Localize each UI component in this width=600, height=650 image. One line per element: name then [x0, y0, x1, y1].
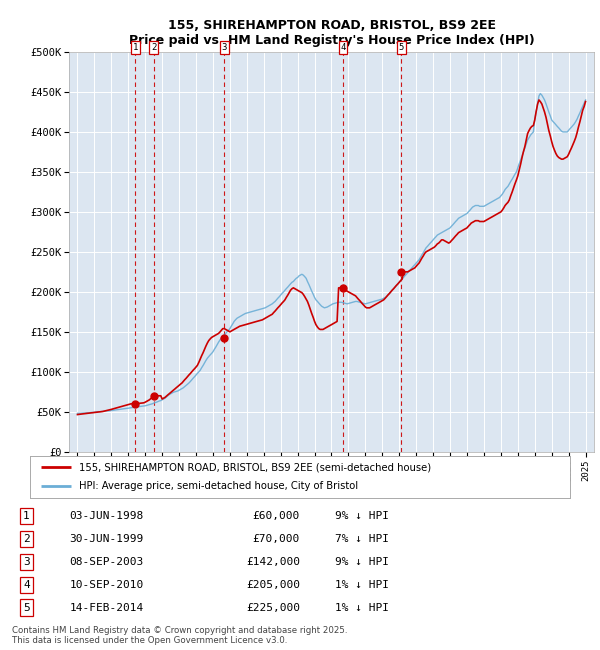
Text: £70,000: £70,000	[253, 534, 300, 544]
Text: 3: 3	[23, 557, 30, 567]
Title: 155, SHIREHAMPTON ROAD, BRISTOL, BS9 2EE
Price paid vs. HM Land Registry's House: 155, SHIREHAMPTON ROAD, BRISTOL, BS9 2EE…	[128, 19, 535, 47]
Text: 03-JUN-1998: 03-JUN-1998	[70, 511, 144, 521]
Text: £225,000: £225,000	[246, 603, 300, 612]
Text: 1: 1	[23, 511, 30, 521]
Text: 9% ↓ HPI: 9% ↓ HPI	[335, 511, 389, 521]
Text: 2: 2	[23, 534, 30, 544]
Text: £142,000: £142,000	[246, 557, 300, 567]
Text: 1% ↓ HPI: 1% ↓ HPI	[335, 580, 389, 590]
Text: 3: 3	[222, 43, 227, 52]
Text: 30-JUN-1999: 30-JUN-1999	[70, 534, 144, 544]
Text: 5: 5	[398, 43, 404, 52]
Text: 1% ↓ HPI: 1% ↓ HPI	[335, 603, 389, 612]
Text: 7% ↓ HPI: 7% ↓ HPI	[335, 534, 389, 544]
Text: 4: 4	[340, 43, 346, 52]
Text: 10-SEP-2010: 10-SEP-2010	[70, 580, 144, 590]
Text: 08-SEP-2003: 08-SEP-2003	[70, 557, 144, 567]
Text: £205,000: £205,000	[246, 580, 300, 590]
Text: 1: 1	[133, 43, 138, 52]
Text: 5: 5	[23, 603, 30, 612]
Text: 2: 2	[151, 43, 157, 52]
Text: 155, SHIREHAMPTON ROAD, BRISTOL, BS9 2EE (semi-detached house): 155, SHIREHAMPTON ROAD, BRISTOL, BS9 2EE…	[79, 462, 431, 472]
Text: 14-FEB-2014: 14-FEB-2014	[70, 603, 144, 612]
Text: Contains HM Land Registry data © Crown copyright and database right 2025.
This d: Contains HM Land Registry data © Crown c…	[12, 626, 347, 645]
Text: 4: 4	[23, 580, 30, 590]
Text: £60,000: £60,000	[253, 511, 300, 521]
Text: HPI: Average price, semi-detached house, City of Bristol: HPI: Average price, semi-detached house,…	[79, 482, 358, 491]
Text: 9% ↓ HPI: 9% ↓ HPI	[335, 557, 389, 567]
